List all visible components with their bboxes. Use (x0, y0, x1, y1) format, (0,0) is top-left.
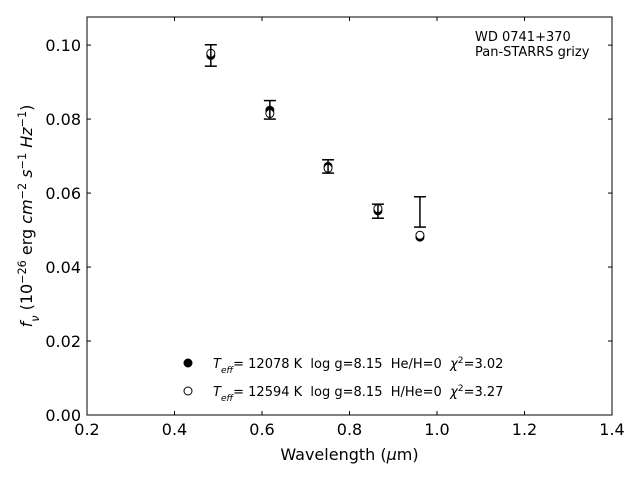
text-part: f (17, 319, 36, 327)
text-part: −26 (16, 260, 29, 284)
text-part: eff (221, 394, 235, 404)
plot-frame (86, 16, 613, 416)
x-tick-label: 0.2 (74, 420, 99, 439)
y-tick-label: 0.00 (45, 406, 81, 425)
text-part: =3.27 (464, 385, 504, 400)
text-part: ν (29, 316, 42, 322)
legend-marker (183, 358, 193, 368)
text-part: −1 (16, 111, 29, 128)
text-part: μ (386, 445, 397, 464)
error-bar (322, 159, 335, 174)
y-tick-label: 0.10 (45, 36, 81, 55)
legend-label: Teff= 12594 K log g=8.15 H/He=0 χ2=3.27 (213, 384, 503, 404)
error-bar (371, 203, 384, 219)
x-tick-label: 0.4 (162, 420, 187, 439)
y-tick-label: 0.02 (45, 332, 81, 351)
annotation-text: WD 0741+370 (475, 30, 571, 45)
legend-marker (183, 386, 193, 396)
x-tick-label: 1.4 (599, 420, 624, 439)
text-part: Hz (17, 127, 36, 148)
text-part: χ (449, 357, 459, 372)
text-part: −1 (16, 153, 29, 170)
text-part: eff (221, 366, 235, 376)
y-tick-label: 0.04 (45, 258, 81, 277)
text-part: −2 (16, 183, 29, 200)
text-part: ) (17, 105, 36, 111)
error-bar (413, 196, 426, 228)
y-tick-label: 0.06 (45, 184, 81, 203)
x-axis-label: Wavelength (μm) (280, 445, 418, 464)
text-part: m) (397, 445, 419, 464)
text-part: = 12594 K log g=8.15 H/He=0 (233, 385, 450, 400)
text-part: =3.02 (464, 357, 504, 372)
x-tick-label: 0.8 (337, 420, 362, 439)
text-part: erg (17, 224, 36, 260)
text-part: χ (449, 385, 459, 400)
text-part: Wavelength ( (280, 445, 386, 464)
x-tick-label: 0.6 (249, 420, 274, 439)
annotation-text: Pan-STARRS grizy (475, 45, 590, 60)
legend-label: Teff= 12078 K log g=8.15 He/H=0 χ2=3.02 (213, 356, 503, 376)
text-part: 2 (458, 356, 464, 366)
error-bar (263, 99, 276, 120)
model-point-open (415, 230, 425, 240)
text-part: s (17, 169, 36, 177)
text-part: T (213, 357, 222, 372)
x-tick-label: 1.0 (424, 420, 449, 439)
text-part: cm (17, 199, 36, 223)
y-axis-label: fν (10−26 erg cm−2 s−1 Hz−1) (16, 105, 42, 328)
text-part: = 12078 K log g=8.15 He/H=0 (233, 357, 450, 372)
x-tick-label: 1.2 (512, 420, 537, 439)
y-tick-label: 0.08 (45, 110, 81, 129)
text-part: 2 (458, 384, 464, 394)
error-bar (204, 43, 217, 67)
text-part: T (213, 385, 222, 400)
text-part: (10 (17, 284, 36, 316)
